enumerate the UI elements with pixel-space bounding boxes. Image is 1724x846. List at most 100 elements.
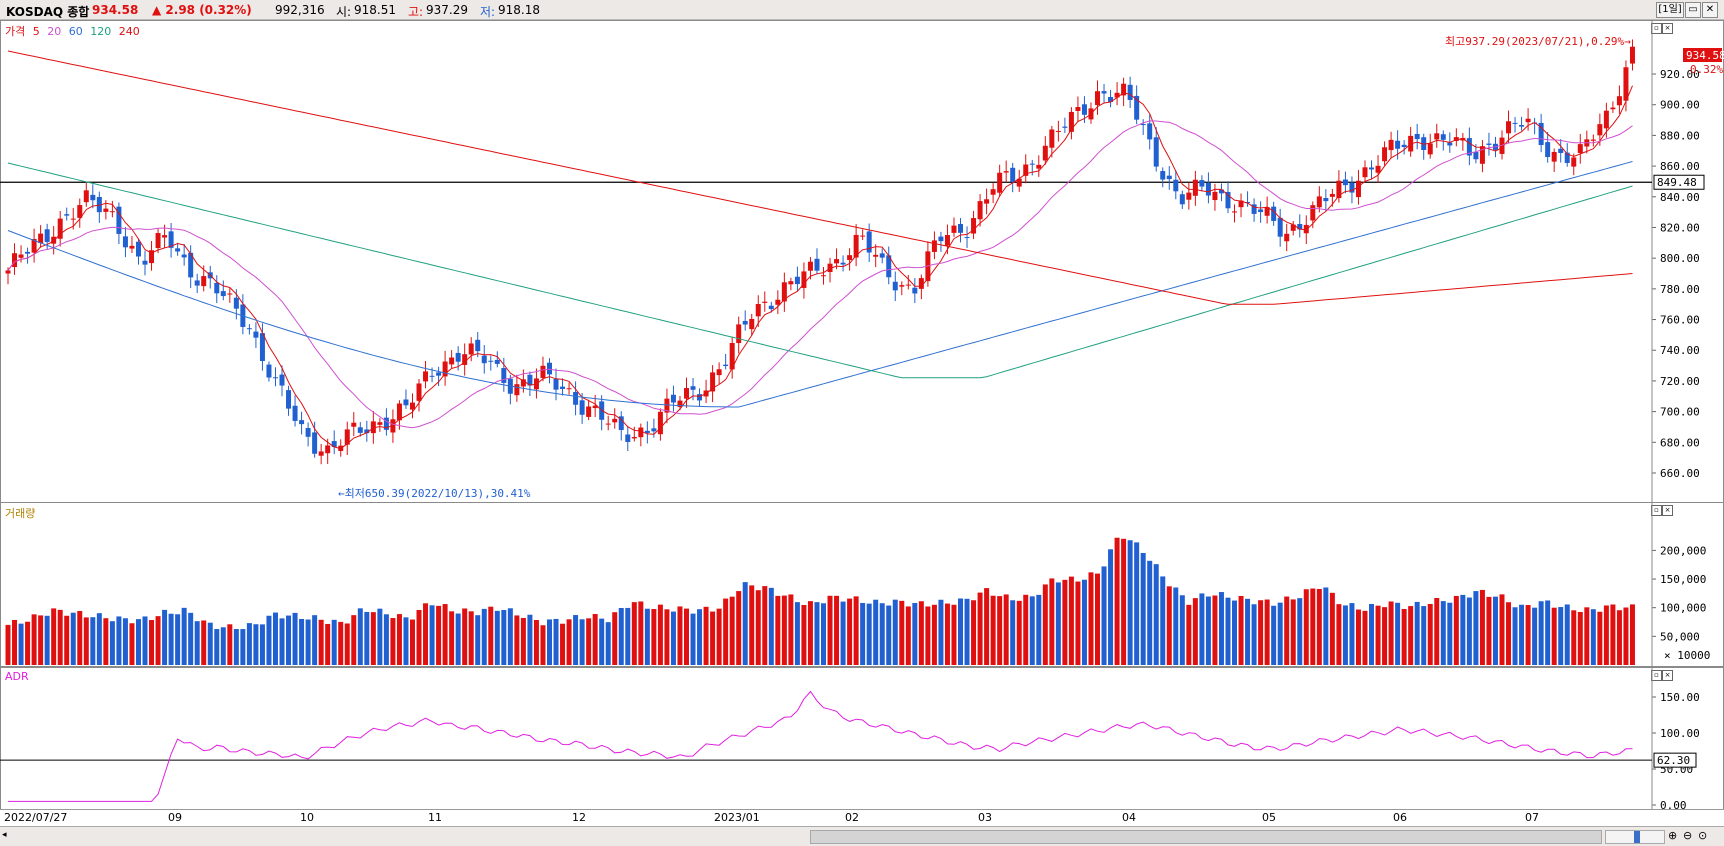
- volume-bar: [1499, 594, 1505, 665]
- candle-up: [18, 254, 24, 258]
- volume-bar: [1349, 603, 1355, 665]
- volume-bar: [220, 627, 226, 665]
- volume-bar: [553, 618, 559, 665]
- candle-up: [1434, 133, 1440, 140]
- candle-up: [899, 285, 905, 287]
- volume-bar: [1506, 602, 1512, 665]
- candle-down: [1323, 198, 1329, 202]
- volume-bar: [364, 611, 370, 665]
- volume-bar: [821, 603, 826, 665]
- candle-down: [1440, 134, 1446, 140]
- volume-bar: [612, 612, 618, 665]
- candle-up: [997, 172, 1003, 193]
- volume-y-label: 50,000: [1660, 630, 1700, 643]
- volume-bar: [677, 606, 683, 665]
- zoom-reset-icon[interactable]: ⊙: [1698, 829, 1708, 842]
- period-button[interactable]: [1일]: [1656, 2, 1684, 18]
- volume-bar: [1369, 604, 1375, 665]
- volume-bar: [1434, 597, 1440, 665]
- volume-bar: [560, 623, 566, 665]
- candle-down: [1153, 137, 1159, 167]
- candle-down: [142, 260, 148, 265]
- candle-down: [501, 368, 507, 383]
- candle-up: [1192, 179, 1198, 196]
- volume-bar: [860, 602, 866, 665]
- price-y-label: 780.00: [1660, 283, 1700, 296]
- candle-down: [840, 262, 846, 265]
- scroll-left-icon[interactable]: ◂: [2, 830, 7, 840]
- candle-up: [1603, 110, 1609, 129]
- zoom-slider[interactable]: [1605, 830, 1665, 844]
- candle-down: [1101, 91, 1107, 94]
- candle-down: [1225, 191, 1231, 209]
- candle-up: [1571, 157, 1577, 167]
- candle-up: [1623, 67, 1629, 101]
- volume-bar: [873, 599, 879, 665]
- volume-bar: [1075, 581, 1081, 665]
- price-panel[interactable]: 가격 5 20 60 120 240 ▫ ×: [0, 20, 1724, 503]
- candle-up: [1095, 91, 1101, 106]
- candle-up: [749, 318, 755, 330]
- candle-down: [579, 400, 585, 415]
- volume-bar: [142, 616, 148, 665]
- candle-up: [1506, 121, 1512, 134]
- candle-down: [1173, 179, 1179, 192]
- candle-up: [344, 429, 350, 445]
- zoom-out-icon[interactable]: ⊖: [1683, 829, 1693, 842]
- candle-down: [259, 333, 265, 361]
- candle-down: [481, 355, 487, 364]
- volume-bar: [1166, 586, 1172, 665]
- candle-down: [1421, 137, 1427, 150]
- volume-bar: [227, 624, 233, 665]
- adr-close-icon[interactable]: ×: [1662, 670, 1673, 681]
- close-button[interactable]: ✕: [1702, 2, 1718, 18]
- zoom-in-icon[interactable]: ⊕: [1668, 829, 1678, 842]
- candle-up: [1003, 171, 1009, 173]
- volume-bar: [527, 614, 533, 665]
- high-annotation: 최고937.29(2023/07/21),0.29%→: [1445, 35, 1631, 48]
- volume-bar: [468, 611, 474, 665]
- candle-up: [1551, 151, 1557, 162]
- candle-down: [436, 372, 442, 376]
- candle-up: [1629, 46, 1635, 64]
- candle-down: [383, 417, 389, 430]
- candle-down: [1205, 182, 1211, 196]
- scroll-thumb[interactable]: [810, 830, 1602, 844]
- candle-up: [1055, 130, 1061, 132]
- volume-bar: [1271, 605, 1277, 665]
- price-y-label: 680.00: [1660, 436, 1700, 449]
- volume-bar: [1316, 588, 1322, 665]
- volume-bar: [38, 615, 44, 665]
- candle-down: [429, 375, 435, 377]
- zoom-slider-handle[interactable]: [1634, 831, 1640, 843]
- candle-down: [25, 251, 31, 254]
- volume-bar: [879, 603, 885, 665]
- candle-up: [1238, 200, 1244, 208]
- volume-bar: [253, 624, 259, 665]
- candle-down: [1010, 167, 1016, 182]
- candle-down: [286, 390, 292, 409]
- current-price-tag: 934.58: [1686, 49, 1724, 62]
- candle-down: [1349, 182, 1355, 193]
- x-axis-label: 07: [1525, 811, 1539, 824]
- x-axis-label: 10: [300, 811, 314, 824]
- price-y-label: 720.00: [1660, 375, 1700, 388]
- volume-bar: [1232, 600, 1238, 665]
- legend-price: 가격: [5, 25, 26, 38]
- candle-up: [736, 324, 742, 344]
- volume-bar: [1192, 598, 1198, 665]
- candle-down: [1029, 163, 1035, 165]
- panel-close-icon[interactable]: ×: [1662, 23, 1673, 34]
- candle-down: [1395, 140, 1401, 149]
- volume-bar: [272, 612, 278, 665]
- adr-panel[interactable]: ADR ▫ ×: [0, 667, 1724, 810]
- scrollbar[interactable]: ◂ ⊕ ⊖ ⊙: [0, 826, 1724, 846]
- volume-bar: [1277, 602, 1283, 665]
- candle-up: [1114, 92, 1120, 98]
- volume-close-icon[interactable]: ×: [1662, 505, 1673, 516]
- volume-bar: [266, 615, 272, 665]
- volume-bar: [1486, 596, 1492, 665]
- restore-button[interactable]: ▭: [1685, 2, 1701, 18]
- price-y-label: 860.00: [1660, 160, 1700, 173]
- volume-bar: [1290, 599, 1296, 665]
